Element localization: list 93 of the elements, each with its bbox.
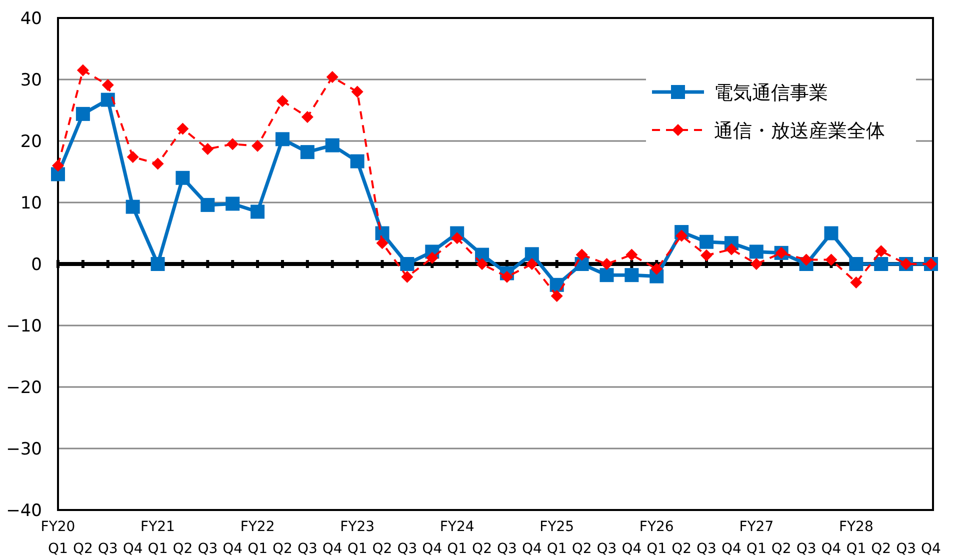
x-tick-label: Q4 <box>622 541 642 557</box>
x-tick-label: Q2 <box>372 541 392 557</box>
x-tick-label: Q4 <box>422 541 442 557</box>
point <box>624 268 639 282</box>
x-tick-label: Q4 <box>821 541 842 557</box>
x-tick-label: Q3 <box>397 541 418 557</box>
point <box>526 258 538 270</box>
point <box>76 106 90 121</box>
y-tick-label: −30 <box>6 440 42 460</box>
x-tick-label: Q2 <box>871 541 892 557</box>
y-tick-label: 40 <box>20 9 42 29</box>
x-tick-label: Q4 <box>122 541 143 557</box>
point <box>325 138 340 152</box>
point <box>824 226 838 240</box>
point <box>100 92 115 107</box>
point <box>76 64 89 76</box>
x-tick-label: Q3 <box>596 541 617 557</box>
x-tick-label: Q3 <box>297 541 318 557</box>
point <box>676 230 688 242</box>
point <box>350 154 364 168</box>
point <box>800 254 812 266</box>
x-tick-label: Q3 <box>98 541 118 557</box>
point <box>200 198 215 212</box>
point <box>102 79 114 92</box>
y-tick-label: 10 <box>20 194 42 214</box>
x-tick-label: Q3 <box>896 541 916 557</box>
point <box>451 232 464 244</box>
point <box>750 258 762 270</box>
x-tick-label: FY21 Q1 <box>140 519 175 557</box>
point <box>500 270 513 283</box>
point <box>275 132 290 146</box>
x-tick-label: Q3 <box>696 541 716 557</box>
point <box>250 204 265 219</box>
x-tick-label: Q2 <box>472 541 492 557</box>
point <box>626 248 638 261</box>
point <box>426 252 438 264</box>
x-tick-label: Q4 <box>222 541 243 557</box>
x-tick-label: Q4 <box>522 541 542 557</box>
point <box>176 170 190 185</box>
point <box>300 145 314 160</box>
legend-label: 通信・放送産業全体 <box>714 120 885 142</box>
point <box>849 257 864 271</box>
x-tick-label: Q3 <box>796 541 816 557</box>
point <box>150 257 165 271</box>
x-tick-label: Q2 <box>172 541 193 557</box>
point <box>126 150 139 163</box>
point <box>476 258 488 270</box>
x-tick-label: Q4 <box>721 541 742 557</box>
y-tick-label: −10 <box>6 316 42 336</box>
x-tick-label: Q2 <box>72 541 93 557</box>
point <box>126 200 140 214</box>
point <box>301 111 314 124</box>
point <box>725 243 738 256</box>
point <box>376 237 388 250</box>
x-tick-label: Q4 <box>322 541 342 557</box>
x-tick-label: Q3 <box>497 541 517 557</box>
x-tick-label: Q2 <box>771 541 792 557</box>
point <box>326 71 338 84</box>
x-tick-label: Q2 <box>572 541 592 557</box>
point <box>825 254 838 266</box>
point <box>226 138 239 150</box>
point <box>351 86 364 98</box>
point <box>524 247 539 262</box>
y-tick-label: −20 <box>6 378 42 398</box>
point <box>600 258 613 270</box>
point <box>176 122 189 135</box>
y-tick-label: 0 <box>31 255 42 275</box>
point <box>400 257 414 271</box>
point <box>874 257 888 271</box>
point <box>152 158 164 170</box>
point <box>850 276 862 288</box>
point <box>276 95 288 108</box>
point <box>875 245 888 258</box>
x-tick-label: Q2 <box>272 541 292 557</box>
point <box>401 270 414 283</box>
point <box>700 249 713 262</box>
point <box>226 196 240 211</box>
point <box>749 244 764 259</box>
y-tick-label: 20 <box>20 132 42 152</box>
point <box>252 140 264 152</box>
point <box>600 268 614 282</box>
point <box>550 290 563 302</box>
legend-label: 電気通信事業 <box>714 82 828 104</box>
point <box>650 262 663 275</box>
x-tick-label: Q2 <box>672 541 692 557</box>
point <box>52 160 64 172</box>
point <box>576 248 588 261</box>
y-tick-label: 30 <box>20 70 42 90</box>
x-tick-label: Q4 <box>921 541 942 557</box>
x-tick-label: Q3 <box>198 541 218 557</box>
point <box>202 142 214 155</box>
point <box>700 234 714 249</box>
y-tick-label: −40 <box>6 501 42 521</box>
